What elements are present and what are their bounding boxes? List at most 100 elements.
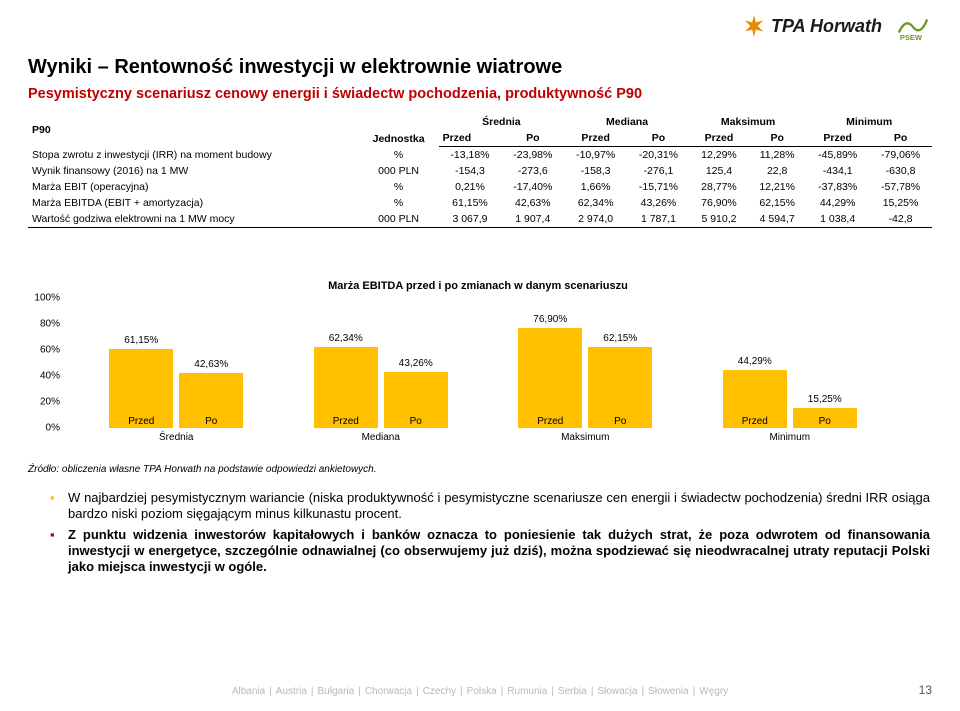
cell: -154,3: [439, 163, 502, 179]
p90-cell: P90: [28, 114, 359, 147]
row-label: Wynik finansowy (2016) na 1 MW: [28, 163, 359, 179]
row-unit: 000 PLN: [359, 163, 439, 179]
cell: -42,8: [869, 211, 932, 228]
bar-label: 62,15%: [603, 333, 637, 344]
footer-country: Albania: [230, 686, 267, 697]
cell: -434,1: [806, 163, 869, 179]
x-group-label: Maksimum: [483, 432, 688, 443]
cell: 15,25%: [869, 195, 932, 211]
cell: 76,90%: [690, 195, 748, 211]
footer-sep: |: [267, 686, 274, 697]
cell: -630,8: [869, 163, 932, 179]
cell: -273,6: [501, 163, 564, 179]
cell: -17,40%: [501, 179, 564, 195]
bullet-1: W najbardziej pesymistycznym wariancie (…: [50, 490, 930, 523]
x-label: Po: [588, 416, 652, 427]
cell: -45,89%: [806, 147, 869, 164]
x-group-label: Mediana: [279, 432, 484, 443]
cell: -10,97%: [564, 147, 627, 164]
tpa-star-icon: [743, 15, 765, 37]
row-label: Wartość godziwa elektrowni na 1 MW mocy: [28, 211, 359, 228]
bar-label: 42,63%: [194, 359, 228, 370]
row-unit: %: [359, 195, 439, 211]
table-row: Marża EBITDA (EBIT + amortyzacja)%61,15%…: [28, 195, 932, 211]
subtitle: Pesymistyczny scenariusz cenowy energii …: [28, 86, 642, 102]
footer-country: Chorwacja: [363, 686, 414, 697]
bars-container: 61,15% 42,63% 62,34% 43,26% 76,90% 62,15% 44,2…: [74, 298, 892, 428]
bar: 76,90%: [518, 328, 582, 428]
row-unit: %: [359, 179, 439, 195]
cell: 43,26%: [627, 195, 690, 211]
logo-psew-icon: PSEW: [894, 10, 932, 42]
table-row: Stopa zwrotu z inwestycji (IRR) na momen…: [28, 147, 932, 164]
x-group: Przed Po: [74, 416, 279, 427]
table-row: Marża EBIT (operacyjna)%0,21%-17,40%1,66…: [28, 179, 932, 195]
x-axis: PrzedPoPrzedPoPrzedPoPrzedPo: [74, 416, 892, 427]
sub-col: Przed: [806, 130, 869, 147]
sub-col: Po: [627, 130, 690, 147]
cell: 12,21%: [748, 179, 806, 195]
x-label: Przed: [109, 416, 173, 427]
footer-sep: |: [356, 686, 363, 697]
cell: 1 787,1: [627, 211, 690, 228]
footer-country: Bułgaria: [316, 686, 357, 697]
footer-sep: |: [549, 686, 556, 697]
cell: -37,83%: [806, 179, 869, 195]
colgroup-2: Maksimum: [690, 114, 806, 130]
page-number: 13: [919, 683, 932, 697]
x-axis-groups: ŚredniaMedianaMaksimumMinimum: [74, 432, 892, 443]
x-group: Przed Po: [279, 416, 484, 427]
bar-label: 43,26%: [399, 358, 433, 369]
cell: 1,66%: [564, 179, 627, 195]
x-label: Przed: [723, 416, 787, 427]
colgroup-1: Mediana: [564, 114, 690, 130]
row-label: Marża EBITDA (EBIT + amortyzacja): [28, 195, 359, 211]
bar-group: 61,15% 42,63%: [74, 298, 279, 428]
cell: 125,4: [690, 163, 748, 179]
page-title: Wyniki – Rentowność inwestycji w elektro…: [28, 56, 562, 79]
sub-col: Po: [748, 130, 806, 147]
logo-tpa: TPA Horwath: [743, 15, 882, 37]
colgroup-3: Minimum: [806, 114, 932, 130]
bar-label: 61,15%: [124, 335, 158, 346]
y-tick: 20%: [40, 397, 60, 408]
bar-label: 62,34%: [329, 333, 363, 344]
x-label: Po: [179, 416, 243, 427]
cell: -79,06%: [869, 147, 932, 164]
cell: 28,77%: [690, 179, 748, 195]
x-group-label: Minimum: [688, 432, 893, 443]
footer-country: Czechy: [421, 686, 458, 697]
cell: 61,15%: [439, 195, 502, 211]
footer-country: Polska: [465, 686, 499, 697]
footer-country: Rumunia: [505, 686, 549, 697]
x-group: PrzedPo: [483, 416, 688, 427]
unit-header: Jednostka: [359, 114, 439, 147]
x-label: Po: [384, 416, 448, 427]
footer-sep: |: [309, 686, 316, 697]
chart-plot: 100%80%60%40%20%0% 61,15%42,63%62,34%43,…: [64, 298, 892, 428]
row-unit: 000 PLN: [359, 211, 439, 228]
chart-title: Marża EBITDA przed i po zmianach w danym…: [64, 280, 892, 292]
sub-col: Przed: [564, 130, 627, 147]
y-tick: 40%: [40, 371, 60, 382]
cell: -276,1: [627, 163, 690, 179]
sub-col: Po: [501, 130, 564, 147]
bar-group: 44,29%15,25%: [688, 298, 893, 428]
cell: -20,31%: [627, 147, 690, 164]
cell: 4 594,7: [748, 211, 806, 228]
colgroup-0: Średnia: [439, 114, 565, 130]
bar-label: 15,25%: [808, 394, 842, 405]
y-tick: 0%: [46, 423, 60, 434]
table-row: Wynik finansowy (2016) na 1 MW000 PLN-15…: [28, 163, 932, 179]
x-label: Przed: [314, 416, 378, 427]
y-tick: 80%: [40, 319, 60, 330]
bar-group: 62,34% 43,26%: [279, 298, 484, 428]
footer-country: Słowacja: [595, 686, 639, 697]
cell: -57,78%: [869, 179, 932, 195]
cell: 0,21%: [439, 179, 502, 195]
cell: 42,63%: [501, 195, 564, 211]
cell: 1 907,4: [501, 211, 564, 228]
row-label: Stopa zwrotu z inwestycji (IRR) na momen…: [28, 147, 359, 164]
data-table: P90 Jednostka Średnia Mediana Maksimum M…: [28, 114, 932, 228]
cell: 1 038,4: [806, 211, 869, 228]
